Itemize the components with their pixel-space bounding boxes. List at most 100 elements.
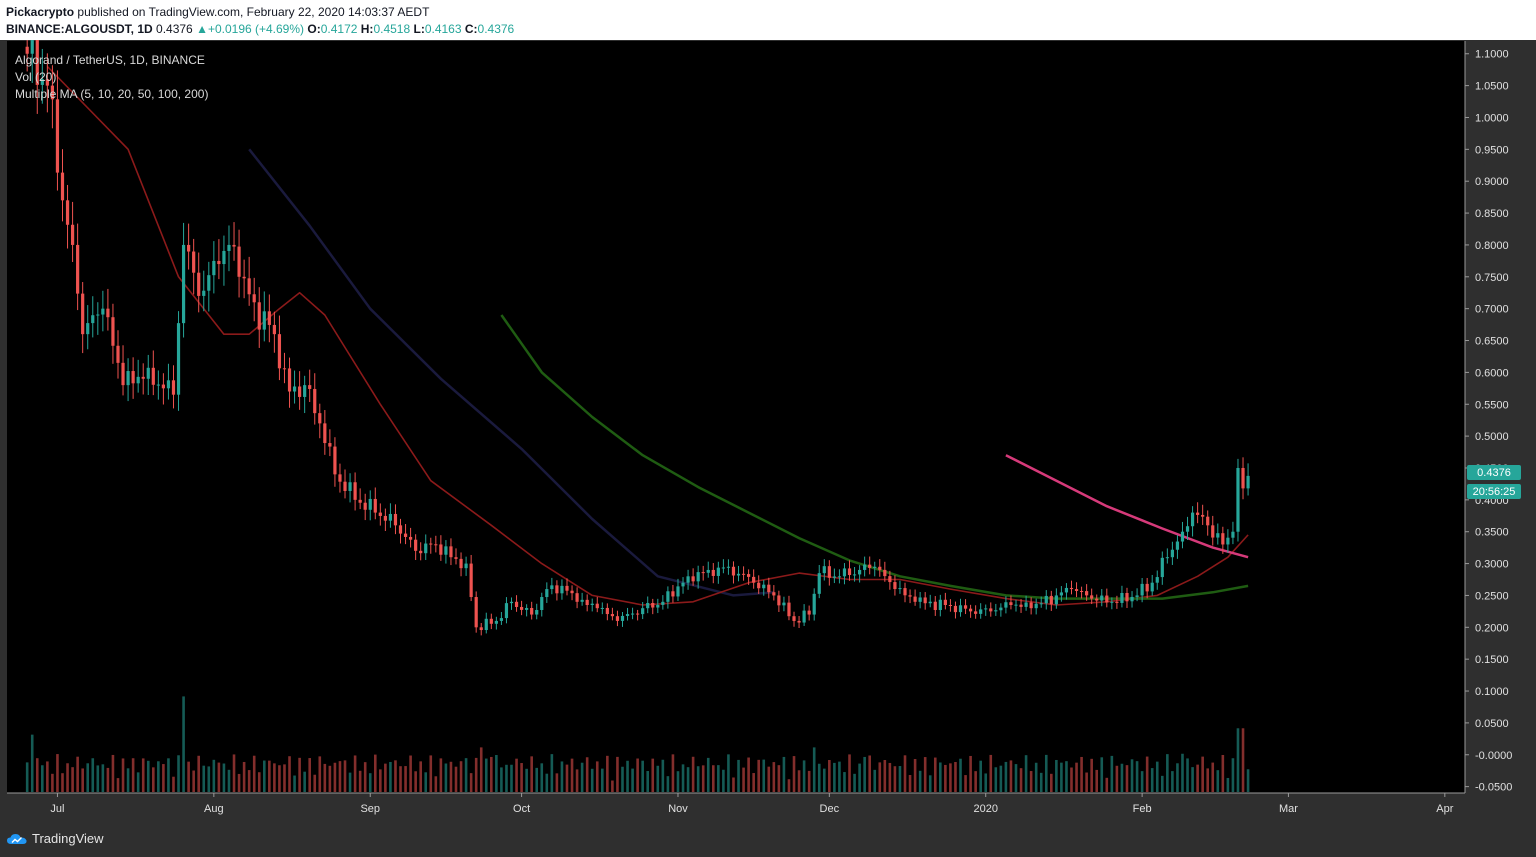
time-axis[interactable]: Jul Aug Sep Oct Nov Dec 2020 Feb Mar Apr (50, 793, 1454, 815)
volume-bar (838, 761, 841, 792)
candle-body (989, 608, 993, 612)
y-tick-label: 0.6500 (1475, 336, 1509, 348)
price-chart[interactable]: 1.1000 1.0500 1.0000 0.9500 0.9000 0.8500 0.80… (0, 40, 1536, 822)
y-tick-label: 0.2000 (1475, 622, 1509, 634)
volume-bar (752, 773, 755, 792)
volume-bar (1150, 768, 1154, 792)
volume-bar (636, 758, 639, 792)
volume-bar (595, 761, 599, 792)
x-tick-label: Feb (1133, 803, 1152, 815)
tradingview-cloud-icon (7, 833, 27, 844)
volume-bar (1221, 754, 1225, 792)
volume-bar (66, 763, 69, 792)
candle-body (151, 367, 155, 385)
volume-bar (843, 772, 846, 792)
candle-body (827, 566, 831, 578)
candle-body (328, 443, 332, 447)
candle-body (469, 563, 473, 598)
volume-bar (691, 756, 695, 792)
volume-bar (666, 776, 670, 792)
volume-bar (1201, 756, 1204, 792)
volume-bar (495, 755, 498, 792)
candle-body (812, 593, 816, 615)
candle-body (641, 608, 645, 615)
candle-body (565, 585, 569, 591)
candle-body (731, 566, 736, 576)
candle-body (847, 568, 852, 576)
volume-bar (1055, 759, 1058, 792)
candle-body (343, 481, 347, 491)
candle-body (535, 609, 539, 615)
volume-bar (328, 765, 332, 792)
candle-body (247, 278, 251, 295)
candle-body (424, 543, 428, 554)
volume-bar (954, 762, 957, 792)
candle-body (146, 367, 150, 379)
candle-body (237, 246, 241, 277)
volume-bar (444, 763, 448, 792)
volume-bar (833, 762, 836, 792)
x-tick-label: 2020 (973, 803, 997, 815)
volume-bar (454, 766, 458, 792)
tradingview-label: TradingView (32, 831, 104, 846)
volume-bar (278, 765, 281, 792)
volume-bar (545, 773, 549, 792)
volume-bar (293, 775, 296, 792)
volume-bar (747, 757, 750, 792)
volume-bar (1115, 765, 1119, 792)
volume-bar (903, 755, 907, 792)
volume-bar (1120, 763, 1124, 792)
candle-body (615, 616, 620, 621)
candle-body (1105, 595, 1109, 603)
candle-body (494, 620, 498, 624)
price-axis[interactable]: 1.1000 1.0500 1.0000 0.9500 0.9000 0.8500 0.80… (1465, 49, 1512, 794)
volume-bar (338, 761, 342, 792)
candle-body (242, 276, 246, 279)
y-tick-label: 0.8000 (1475, 240, 1509, 252)
volume-bar (500, 767, 503, 792)
candle-body (439, 544, 443, 555)
candle-body (666, 591, 670, 602)
volume-bar (474, 757, 478, 792)
candle-body (323, 423, 327, 444)
volume-bar (782, 756, 786, 792)
tradingview-brand[interactable]: TradingView (6, 831, 104, 846)
volume-bar (621, 766, 624, 792)
plot-area[interactable] (7, 41, 1465, 793)
candle-body (368, 498, 372, 510)
candle-body (514, 601, 519, 607)
volume-bar (252, 755, 256, 792)
candle-body (726, 566, 731, 568)
candle-body (1069, 587, 1074, 590)
published-text: published on TradingView.com, February 2… (77, 5, 430, 19)
volume-bar (313, 774, 317, 792)
candle-body (721, 567, 725, 569)
candle-body (398, 525, 403, 534)
volume-bar (35, 758, 39, 792)
candle-body (842, 568, 847, 577)
candle-body (262, 311, 266, 330)
candle-body (267, 311, 271, 325)
volume-bar (676, 771, 680, 792)
candle-body (313, 388, 317, 414)
close-label: C: (464, 22, 478, 36)
candle-body (1024, 602, 1028, 607)
y-tick-label: 0.7500 (1475, 272, 1509, 284)
candle-body (434, 544, 438, 546)
candle-body (81, 293, 85, 335)
candle-body (1049, 595, 1053, 605)
candle-body (1180, 531, 1185, 542)
candle-body (610, 614, 614, 617)
x-tick-label: Nov (668, 803, 688, 815)
y-tick-label: 1.0000 (1475, 112, 1509, 124)
candle-body (903, 588, 907, 596)
candle-body (590, 603, 594, 606)
candle-body (888, 576, 892, 583)
author-name[interactable]: Pickacrypto (6, 5, 75, 19)
candle-body (454, 557, 458, 559)
y-tick-label: 1.1000 (1475, 49, 1509, 61)
candle-body (298, 386, 302, 397)
volume-bar (717, 765, 720, 792)
volume-bar (1085, 772, 1088, 792)
candle-body (832, 576, 836, 578)
